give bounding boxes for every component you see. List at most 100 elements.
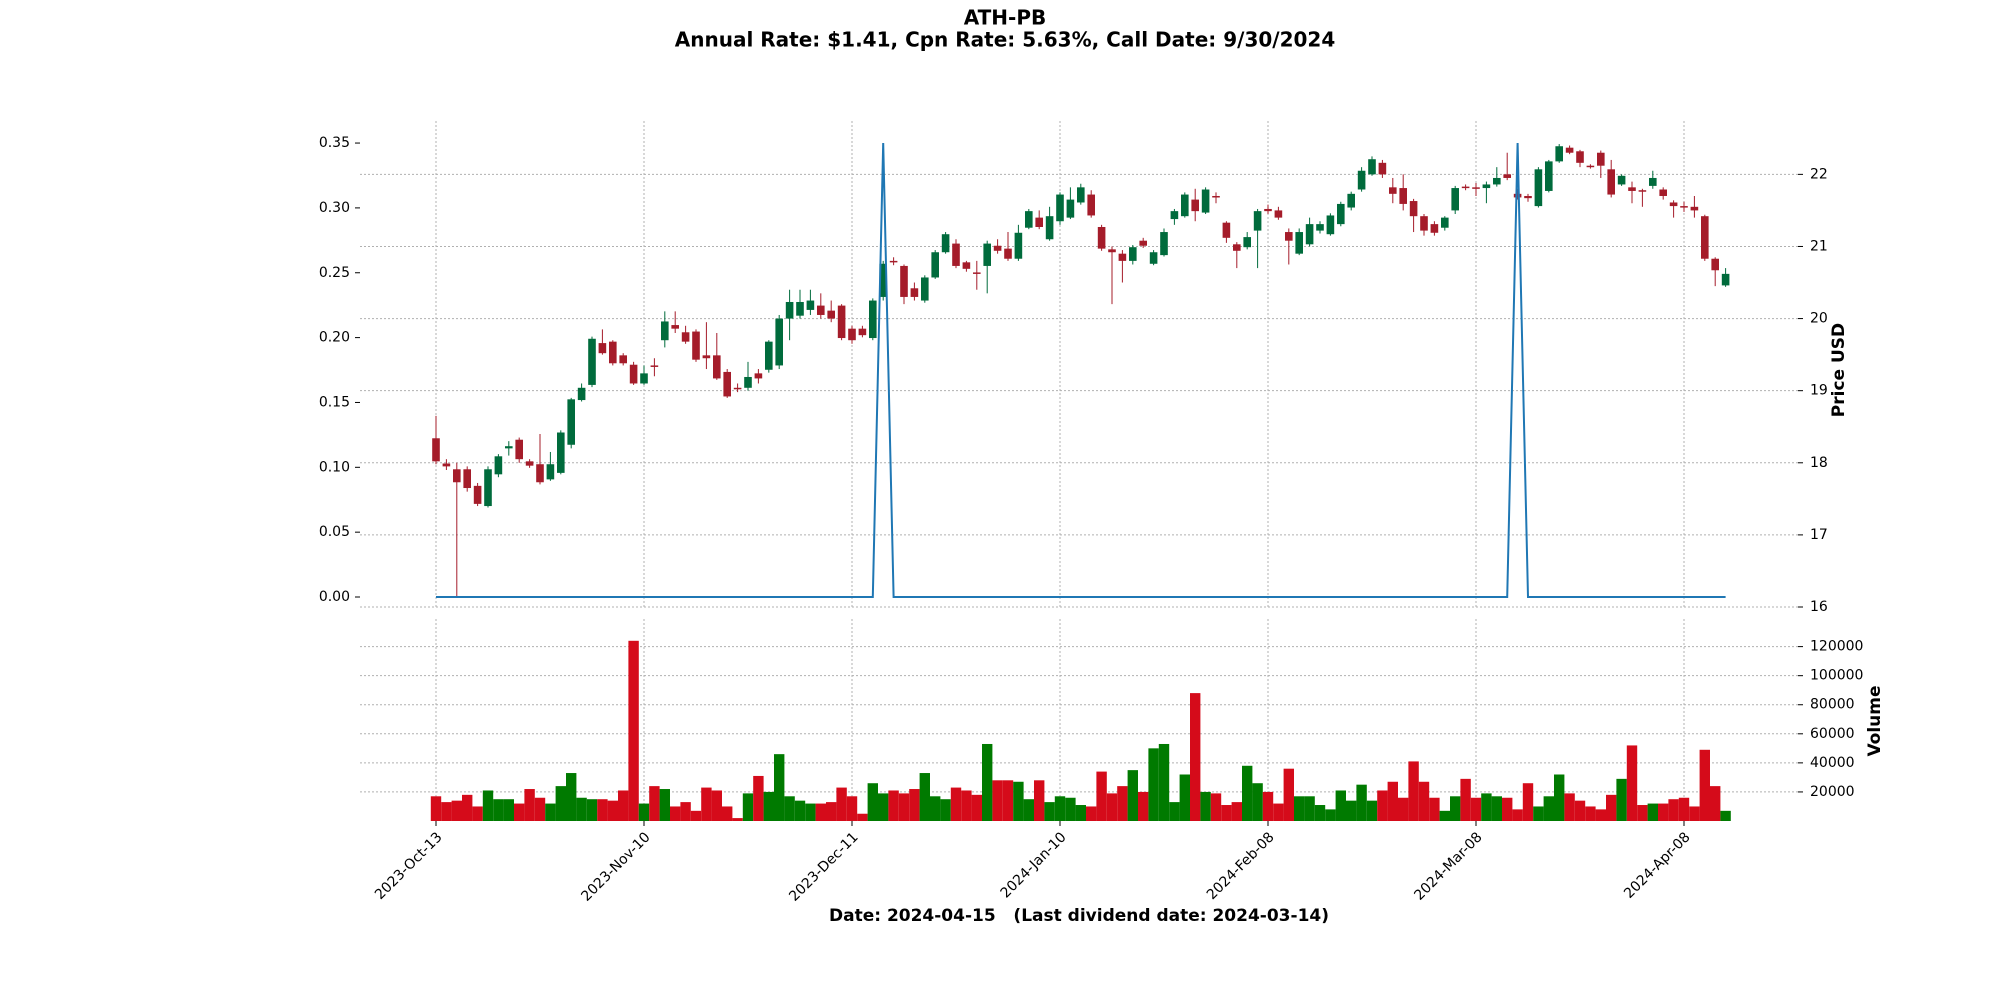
volume-bar (1179, 774, 1190, 821)
candle-body (817, 305, 825, 315)
candle-body (1025, 211, 1033, 228)
volume-bar (982, 743, 993, 821)
candle-body (577, 387, 586, 401)
candle-body (536, 464, 544, 483)
volume-bar (1710, 786, 1721, 821)
candle-body (952, 243, 960, 266)
volume-bar (1606, 794, 1617, 821)
volume-bar (722, 806, 733, 821)
candle-body (1701, 216, 1709, 259)
candle-body (1337, 203, 1345, 225)
volume-bar (1689, 806, 1700, 821)
y-tick-label: 16 (1810, 599, 1828, 615)
volume-bar (1678, 797, 1690, 821)
candle-body (1066, 199, 1075, 218)
candle-body (629, 364, 638, 384)
candle-body (1721, 273, 1730, 286)
candle-body (640, 373, 648, 384)
candle-body (1243, 237, 1251, 248)
volume-bar (534, 797, 546, 821)
y-tick-label: 22 (1810, 166, 1828, 182)
volume-bar (909, 789, 920, 821)
volume-bar (1242, 765, 1253, 821)
x-tick-label: 2024-Feb-08 (1204, 829, 1278, 903)
candle-body (1129, 247, 1137, 261)
volume-bar (794, 800, 806, 821)
x-tick-label: 2023-Dec-11 (786, 829, 861, 904)
volume-bar (1335, 790, 1346, 821)
volume-bar (878, 793, 889, 821)
candle-body (671, 325, 679, 329)
volume-bar (1325, 809, 1336, 821)
volume-bar (805, 803, 816, 821)
candle-body (1472, 187, 1480, 189)
volume-bar (1200, 791, 1211, 821)
volume-bar (1439, 810, 1450, 821)
candle-body (1149, 252, 1158, 264)
candle-body (1253, 211, 1262, 231)
volume-bar (1470, 797, 1482, 821)
volume-bar (1346, 800, 1357, 821)
volume-bar (867, 783, 878, 821)
candle-body (1441, 217, 1449, 228)
volume-bar (1221, 805, 1232, 821)
volume-bar (1460, 778, 1471, 821)
volume-bar (701, 787, 712, 821)
volume-bar (1273, 803, 1284, 821)
volume-bar (1377, 790, 1388, 821)
y2-tick-label: 0.35 (319, 135, 350, 151)
y-tick-label: 19 (1810, 383, 1828, 399)
volume-bar (1138, 791, 1149, 821)
volume-bar (1668, 799, 1679, 821)
volume-bar (1637, 805, 1648, 821)
candle-body (869, 300, 877, 339)
candle-body (1513, 193, 1522, 198)
candle-body (1690, 206, 1699, 211)
candle-body (609, 341, 617, 364)
volume-bar (1564, 793, 1575, 821)
candle-body (1201, 189, 1210, 213)
volume-bar (753, 775, 764, 821)
candle-body (463, 469, 471, 489)
volume-tick-label: 40000 (1810, 755, 1855, 771)
volume-bar (1366, 800, 1378, 821)
candle-body (1118, 253, 1127, 261)
volume-bar (1262, 791, 1274, 821)
candle-body (619, 355, 627, 364)
candle-body (1285, 232, 1293, 241)
volume-bar (1429, 797, 1440, 821)
volume-bar (680, 802, 691, 821)
y-tick-label: 21 (1810, 238, 1828, 254)
candle-body (785, 301, 794, 319)
candle-body (1565, 147, 1574, 153)
candle-body (713, 355, 721, 379)
candle-body (1212, 195, 1220, 198)
volume-bar (545, 803, 556, 821)
candle-body (1503, 174, 1511, 178)
candle-body (588, 338, 596, 385)
candle-body (973, 272, 981, 274)
volume-bar (1013, 781, 1024, 821)
volume-bar (659, 789, 670, 821)
volume-bar (815, 803, 826, 821)
candle-body (910, 288, 919, 297)
x-tick-label: 2023-Nov-10 (578, 829, 653, 904)
candle-body (567, 399, 575, 445)
volume-bar (992, 780, 1003, 821)
volume-bar (1044, 802, 1055, 821)
volume-bar (493, 799, 504, 821)
candle-body (983, 243, 991, 266)
volume-bar (826, 802, 837, 821)
volume-bar (1626, 745, 1638, 821)
volume-bar (576, 797, 587, 821)
candle-body (796, 301, 804, 316)
candle-body (442, 463, 451, 467)
candle-body (900, 265, 908, 297)
candle-body (1451, 188, 1459, 211)
volume-bar (1699, 749, 1710, 821)
candle-body (1368, 159, 1376, 175)
volume-bar (1522, 783, 1534, 821)
volume-bar (1190, 693, 1201, 821)
volume-axis-label: Volume (1865, 685, 1885, 756)
volume-bar (1054, 796, 1066, 821)
